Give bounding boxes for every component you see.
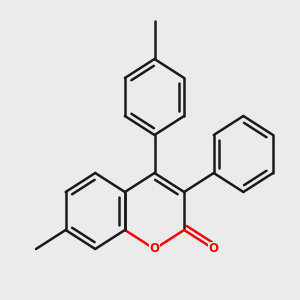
Text: O: O (209, 242, 219, 256)
Text: O: O (149, 242, 160, 256)
